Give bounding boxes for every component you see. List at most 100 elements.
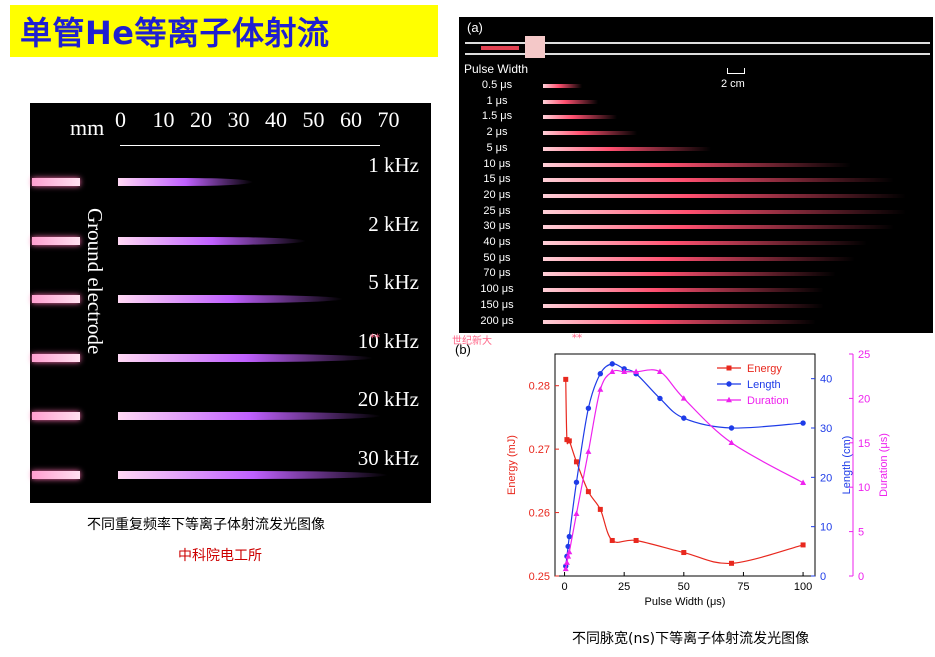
pulse-width-header: Pulse Width [464,62,529,76]
plasma-jet-row [543,225,894,230]
plasma-jet-row [543,131,637,136]
data-point [726,396,732,403]
y-tick-label: 5 [858,527,864,539]
plot-frame [554,353,816,577]
data-point [585,448,592,454]
pulse-width-label: 150 μs [480,298,514,311]
data-point [573,479,580,485]
source-label: 中科院电工所 [178,548,262,564]
data-point [728,439,735,445]
plasma-jet-row [543,193,906,198]
y-axis-label: Length (cm) [841,436,853,495]
data-point [566,548,573,555]
data-point [633,368,640,374]
pulse-width-label: 2 μs [486,126,508,139]
electrode-glow [32,236,80,245]
data-point [680,395,687,401]
panel-b-label: (b) [455,342,471,357]
data-point [681,415,687,421]
plasma-jet-row [543,84,582,88]
y-tick-label: 10 [858,482,870,494]
scale-tick-label: 40 [265,107,287,132]
plasma-jet [118,470,388,479]
data-point [585,405,592,411]
y-tick-label: 40 [820,374,832,386]
electrode-glow [32,412,80,420]
right-caption: 不同脉宽(ns)下等离子体射流发光图像 [572,631,810,647]
plasma-jet-row [543,115,618,120]
pulse-width-label: 5 μs [486,141,508,154]
plasma-jet-row [543,146,711,151]
plasma-jet-row [543,241,867,245]
scale-tick-label: 0 [115,107,126,132]
plasma-jet-row [543,178,894,183]
plasma-jet-row [543,303,824,308]
pulse-width-jet-image: (a) Pulse Width 2 cm 0.5 μs 1 μs 1.5 μs 2 μ… [459,17,933,333]
plasma-jet [118,412,381,420]
y-axis-label: Duration (μs) [878,433,890,497]
pulse-width-label: 0.5 μs [481,79,513,91]
frequency-label: 5 kHz [368,270,419,294]
data-point [800,542,806,548]
plasma-jet-row [543,99,598,104]
scale-tick-label: 60 [340,107,362,132]
y-tick-label: 0.28 [529,381,550,393]
data-point [597,386,604,392]
data-point [573,459,579,465]
data-point [729,560,735,566]
data-point [800,420,806,426]
y-tick-label: 15 [858,438,870,450]
frequency-strip: 10 kHz [30,326,431,382]
scale-unit: mm [70,115,105,140]
frequency-strip: 5 kHz [30,268,431,323]
frequency-label: 2 kHz [368,211,419,236]
y-tick-label: 10 [820,522,832,534]
pulse-width-label: 20 μs [483,188,511,201]
y-tick-label: 0 [820,571,826,583]
pulse-width-label: 1.5 μs [481,110,513,123]
data-point [656,368,663,374]
data-point [585,489,591,495]
frequency-strip: 20 kHz [30,385,431,440]
panel-a-label: (a) [467,20,483,35]
data-point [563,559,570,565]
tube-bottom [465,53,930,55]
data-point [800,479,807,485]
electrode-glow [32,178,80,186]
pulse-width-label: 30 μs [483,220,511,233]
y-tick-label: 30 [820,423,832,435]
plasma-jet [118,295,343,303]
x-tick-label: 75 [737,581,749,593]
plasma-jet-row [543,162,852,167]
pulse-width-label: 50 μs [483,251,511,264]
scale-bar [727,68,745,74]
frequency-label: 10 kHz [357,328,419,353]
data-point [573,510,580,517]
data-point [726,365,732,371]
frequency-label: 30 kHz [357,445,419,470]
frequency-strip: 2 kHz [30,209,431,265]
plasma-jet [118,236,306,245]
scale-tick-label: 70 [377,107,400,132]
pulse-width-label: 25 μs [483,204,511,217]
electrode-glow [32,295,80,303]
slide-title: 单管He等离子体射流 [20,14,330,52]
tube-top [465,42,930,44]
electrode-glow [481,46,519,50]
data-point [621,368,628,374]
y-tick-label: 20 [820,472,832,484]
electrode-glow [32,470,80,479]
y-tick-label: 0.25 [529,571,550,583]
scale-line [120,145,380,146]
y-tick-label: 25 [858,349,870,361]
frequency-label: 20 kHz [357,387,419,411]
data-point [563,376,569,382]
legend-label: Energy [747,363,782,375]
data-point [565,553,572,559]
x-tick-label: 25 [618,581,630,593]
scale-tick-label: 30 [227,107,250,132]
plasma-jet-row [543,256,855,261]
y-tick-label: 0 [858,571,864,583]
data-point [609,361,615,367]
